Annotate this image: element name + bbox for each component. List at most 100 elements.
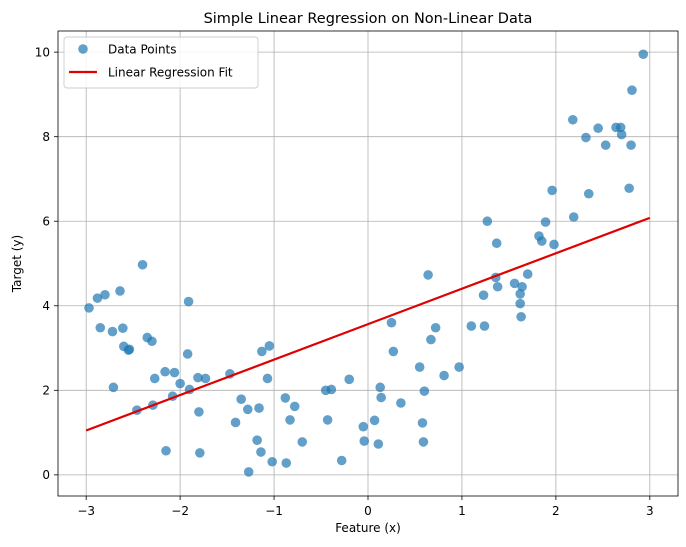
data-point [616, 129, 627, 140]
chart-title: Simple Linear Regression on Non-Linear D… [204, 11, 533, 27]
data-point [583, 188, 594, 199]
data-point [297, 437, 308, 447]
data-point [149, 373, 160, 384]
data-point [417, 418, 428, 428]
legend-label-data-points: Data Points [108, 43, 177, 57]
legend-box [63, 36, 259, 89]
data-points [84, 49, 649, 477]
data-point [627, 85, 637, 95]
data-point [118, 323, 128, 333]
data-point [285, 415, 295, 425]
data-point [242, 404, 253, 415]
x-tick-label: 2 [552, 504, 560, 518]
data-point [418, 437, 429, 447]
data-point [615, 122, 626, 133]
data-point [547, 185, 557, 196]
data-point [369, 415, 380, 426]
data-point [567, 114, 578, 125]
data-point [492, 281, 503, 292]
data-point [491, 238, 502, 249]
data-point [454, 362, 464, 372]
x-tick-label: −2 [171, 504, 189, 518]
x-tick-label: 3 [646, 504, 654, 518]
data-point [195, 448, 205, 458]
data-point [626, 140, 636, 150]
data-point [262, 373, 273, 384]
data-point [482, 216, 493, 227]
y-tick-label: 6 [42, 215, 50, 229]
data-point [466, 321, 477, 331]
data-point [100, 289, 110, 300]
data-point [478, 290, 489, 301]
data-point [107, 326, 118, 337]
data-point [254, 403, 264, 413]
data-point [243, 467, 254, 477]
data-point [386, 317, 397, 328]
x-tick-label: −1 [265, 504, 283, 518]
data-point [289, 401, 300, 412]
data-point [182, 349, 193, 359]
data-point [236, 394, 246, 404]
data-point [593, 123, 603, 134]
data-point [624, 183, 634, 194]
data-point [264, 341, 275, 351]
data-point [359, 436, 370, 446]
data-point [515, 289, 525, 299]
data-point [376, 392, 386, 403]
y-tick-label: 0 [42, 468, 50, 482]
data-point [115, 286, 125, 296]
data-point [200, 373, 211, 384]
data-point [183, 296, 194, 307]
data-point [95, 322, 106, 333]
x-axis-label: Feature (x) [335, 521, 401, 535]
data-point [193, 372, 203, 383]
data-point [373, 439, 384, 449]
legend-marker-data-points [78, 44, 88, 54]
data-point [169, 367, 180, 378]
y-axis-ticks: 0 2 4 6 8 10 [35, 45, 58, 482]
data-point [423, 270, 433, 280]
data-point [517, 281, 527, 292]
regression-line [85, 216, 651, 432]
data-point [92, 293, 103, 303]
x-tick-label: 1 [458, 504, 466, 518]
legend: Data Points Linear Regression Fit [63, 36, 259, 89]
data-point [344, 374, 355, 385]
data-point [600, 140, 611, 150]
data-point [568, 212, 579, 222]
data-point [388, 346, 399, 357]
data-point [322, 415, 333, 425]
data-point [522, 269, 533, 279]
data-point [326, 384, 337, 395]
y-tick-label: 10 [35, 45, 50, 59]
data-point [160, 366, 170, 377]
data-point [509, 278, 520, 289]
data-point [252, 435, 262, 446]
data-point [549, 239, 559, 250]
data-point [638, 49, 649, 60]
x-tick-label: −3 [77, 504, 95, 518]
data-point [230, 417, 241, 428]
data-point [414, 362, 425, 372]
data-point [147, 336, 157, 347]
data-point [430, 322, 441, 333]
regression-fit [85, 216, 651, 432]
data-point [515, 298, 525, 309]
y-axis-label: Target (y) [10, 235, 24, 293]
data-point [194, 407, 204, 417]
data-point [375, 382, 386, 393]
data-point [161, 445, 171, 456]
data-point [540, 217, 551, 227]
y-tick-label: 8 [42, 130, 50, 144]
data-point [419, 386, 430, 396]
data-point [257, 346, 267, 357]
y-tick-label: 4 [42, 299, 50, 313]
legend-label-regression-fit: Linear Regression Fit [108, 66, 233, 80]
data-point [281, 458, 292, 468]
x-tick-label: 0 [364, 504, 372, 518]
data-point [336, 455, 347, 466]
data-point [108, 382, 119, 393]
data-point [516, 311, 526, 322]
data-point [124, 344, 135, 355]
